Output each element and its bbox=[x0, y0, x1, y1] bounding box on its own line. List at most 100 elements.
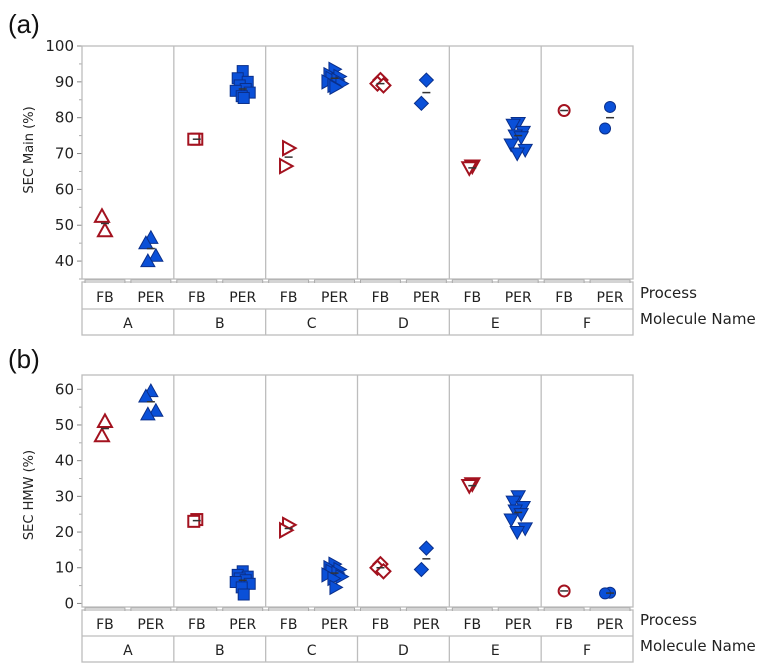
molecule-label: A bbox=[123, 316, 133, 332]
series-B-PER bbox=[229, 65, 256, 104]
molecule-label: B bbox=[215, 643, 225, 659]
panel-a-label: (a) bbox=[8, 9, 40, 39]
process-bracket bbox=[405, 607, 447, 611]
series-D-PER bbox=[413, 72, 435, 112]
panel-b-frame bbox=[81, 374, 634, 608]
series-B-FB bbox=[187, 132, 204, 146]
data-point bbox=[237, 588, 250, 601]
process-label: PER bbox=[597, 617, 624, 633]
series-C-FB bbox=[279, 516, 298, 539]
series-E-FB bbox=[460, 159, 481, 177]
process-label: FB bbox=[188, 617, 206, 633]
series-F-FB bbox=[557, 104, 571, 118]
data-point bbox=[148, 247, 164, 262]
process-label: PER bbox=[413, 617, 440, 633]
y-tick-label: 10 bbox=[55, 559, 74, 577]
data-point bbox=[140, 253, 156, 268]
process-label: PER bbox=[597, 290, 624, 306]
molecule-label: D bbox=[398, 316, 409, 332]
process-bracket bbox=[130, 279, 172, 283]
series-E-PER bbox=[503, 116, 534, 162]
process-label: PER bbox=[505, 617, 532, 633]
series-F-PER bbox=[599, 586, 617, 600]
panel-a-molecule-title: Molecule Name bbox=[640, 310, 756, 328]
process-label: FB bbox=[188, 290, 206, 306]
process-bracket bbox=[543, 607, 585, 611]
data-point bbox=[503, 513, 520, 528]
series-D-PER bbox=[413, 540, 435, 578]
series-D-FB bbox=[369, 555, 392, 580]
process-bracket bbox=[222, 279, 264, 283]
panel-a-ylabel: SEC Main (%) bbox=[22, 106, 37, 193]
data-point bbox=[279, 521, 295, 539]
series-B-PER bbox=[229, 565, 256, 601]
panel-b-yticks: 0 10 20 30 40 50 60 bbox=[55, 380, 82, 612]
process-label: PER bbox=[321, 290, 348, 306]
data-point bbox=[138, 388, 154, 403]
process-bracket bbox=[451, 607, 493, 611]
process-bracket bbox=[497, 607, 539, 611]
panel-b-label: (b) bbox=[8, 344, 40, 374]
process-bracket bbox=[314, 279, 355, 283]
process-bracket bbox=[451, 279, 493, 283]
process-label: FB bbox=[372, 290, 390, 306]
data-point bbox=[96, 221, 114, 238]
data-point bbox=[329, 579, 344, 596]
process-label: FB bbox=[96, 290, 114, 306]
data-point bbox=[509, 525, 526, 541]
data-point bbox=[140, 406, 156, 421]
data-point bbox=[599, 122, 612, 135]
process-bracket bbox=[589, 279, 631, 283]
process-bracket bbox=[268, 607, 310, 611]
process-bracket bbox=[268, 279, 310, 283]
process-label: FB bbox=[463, 290, 481, 306]
process-label: FB bbox=[555, 617, 573, 633]
series-E-PER bbox=[503, 490, 534, 541]
y-tick-label: 40 bbox=[55, 252, 74, 270]
molecule-label: E bbox=[491, 316, 500, 332]
process-bracket bbox=[360, 279, 401, 283]
process-bracket bbox=[130, 607, 172, 611]
panel-a-yticks: 40 50 60 70 80 90 100 bbox=[45, 37, 82, 280]
series-C-PER bbox=[321, 61, 350, 96]
series-E-FB bbox=[460, 477, 481, 495]
process-label: FB bbox=[280, 290, 298, 306]
process-bracket bbox=[176, 607, 218, 611]
process-label: FB bbox=[280, 617, 298, 633]
panel-a-frame bbox=[81, 45, 634, 280]
process-label: FB bbox=[463, 617, 481, 633]
y-tick-label: 60 bbox=[55, 180, 74, 198]
process-label: PER bbox=[229, 617, 256, 633]
process-label: PER bbox=[137, 617, 164, 633]
series-A-PER bbox=[138, 383, 164, 421]
y-tick-label: 60 bbox=[55, 380, 74, 398]
molecule-label: D bbox=[398, 643, 409, 659]
process-label: PER bbox=[413, 290, 440, 306]
process-label: FB bbox=[555, 290, 573, 306]
process-bracket bbox=[360, 607, 401, 611]
panel-b-process-title: Process bbox=[640, 611, 697, 629]
process-bracket bbox=[84, 279, 126, 283]
panel-b-marks bbox=[93, 383, 617, 601]
data-point bbox=[329, 79, 344, 96]
molecule-label: A bbox=[123, 643, 133, 659]
process-label: PER bbox=[321, 617, 348, 633]
series-F-PER bbox=[599, 100, 617, 135]
y-tick-label: 50 bbox=[55, 216, 74, 234]
process-label: PER bbox=[137, 290, 164, 306]
y-tick-label: 50 bbox=[55, 416, 74, 434]
data-point bbox=[237, 91, 250, 104]
data-point bbox=[96, 412, 114, 428]
process-label: FB bbox=[372, 617, 390, 633]
process-bracket bbox=[222, 607, 264, 611]
panel-b-ylabel: SEC HMW (%) bbox=[22, 450, 37, 540]
data-point bbox=[505, 118, 522, 133]
process-label: PER bbox=[505, 290, 532, 306]
series-C-PER bbox=[321, 556, 350, 596]
data-point bbox=[279, 157, 295, 175]
process-bracket bbox=[84, 607, 126, 611]
